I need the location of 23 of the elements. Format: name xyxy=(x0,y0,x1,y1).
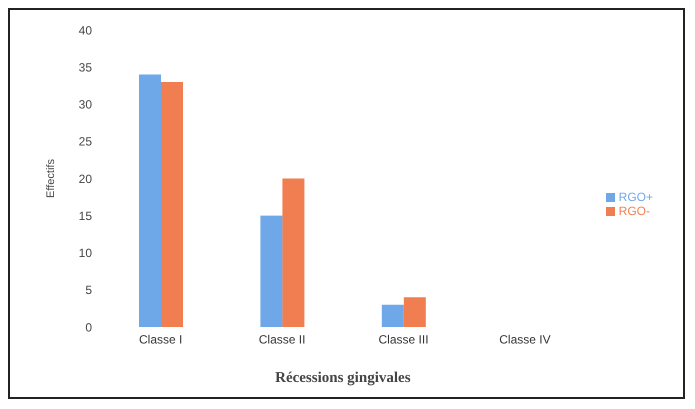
legend-label: RGO+ xyxy=(618,190,653,204)
x-tick-label: Classe I xyxy=(139,332,182,347)
bar xyxy=(260,216,282,327)
bar xyxy=(382,304,404,327)
y-tick-label: 35 xyxy=(78,60,92,74)
x-tick-label: Classe II xyxy=(258,332,306,347)
x-tick-label: Classe IV xyxy=(499,332,551,347)
bar xyxy=(139,74,161,327)
legend-label: RGO- xyxy=(618,204,650,218)
y-tick-label: 20 xyxy=(78,172,92,186)
y-tick-label: 25 xyxy=(78,134,92,149)
bar xyxy=(161,82,183,327)
x-tick-label: Classe III xyxy=(378,332,429,347)
y-tick-label: 5 xyxy=(85,283,92,298)
y-tick-label: 0 xyxy=(85,320,92,334)
bar xyxy=(282,178,304,327)
bar xyxy=(404,297,426,327)
y-tick-label: 30 xyxy=(78,98,92,112)
x-axis-title: Récessions gingivales xyxy=(275,370,411,386)
y-tick-label: 40 xyxy=(78,23,92,38)
y-tick-label: 10 xyxy=(78,246,92,260)
y-tick-label: 15 xyxy=(78,208,92,223)
y-axis-title: Effectifs xyxy=(44,158,57,198)
